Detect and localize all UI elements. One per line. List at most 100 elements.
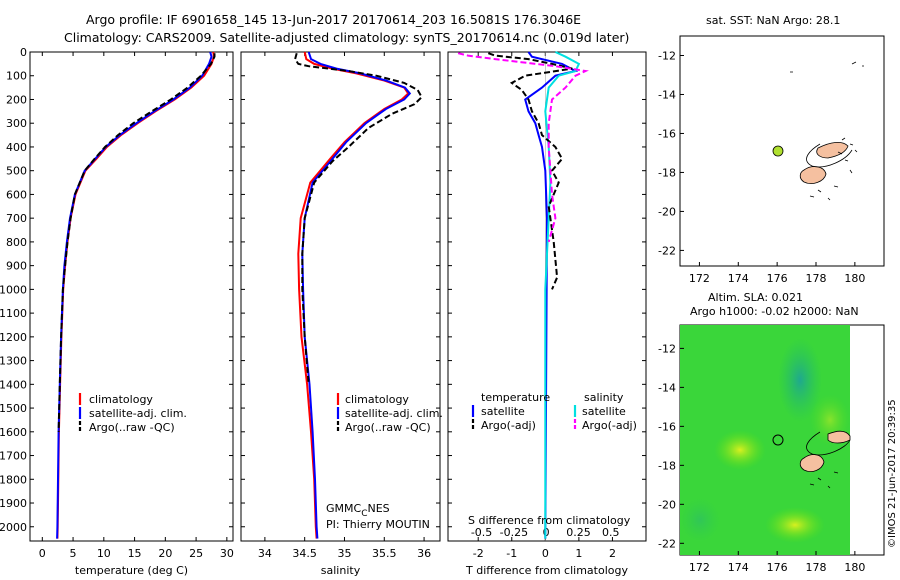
x-tick-label: 36 <box>417 547 431 560</box>
map-x-tick-label: 180 <box>844 272 865 285</box>
sst-map: sat. SST: NaN Argo: 28.1 172 174 176 178 180… <box>658 14 885 285</box>
x-tick-label: -2 <box>473 547 484 560</box>
y-tick-label: 900 <box>6 260 27 273</box>
y-tick-label: 2000 <box>0 521 27 534</box>
x-axis-label: T difference from climatology <box>465 564 628 577</box>
salinity-legend: climatology satellite-adj. clim. Argo(..… <box>336 393 443 434</box>
s-diff-title: S difference from climatology <box>468 514 631 527</box>
x-tick-label: 20 <box>158 547 172 560</box>
top-tick-label: 0.25 <box>566 526 591 539</box>
sla-map-ticks: 172 174 176 178 180 -12 -14 -16 -18 -20 -22 <box>658 342 865 574</box>
y-tick-label: 300 <box>6 117 27 130</box>
x-tick-label: -1 <box>506 547 517 560</box>
map-x-tick-label: 176 <box>767 272 788 285</box>
series-line <box>294 52 423 385</box>
legend3-argo-s: Argo(-adj) <box>582 419 637 432</box>
map-x-tick-label: 178 <box>806 561 827 574</box>
title-line2: Climatology: CARS2009. Satellite-adjuste… <box>64 30 629 45</box>
imos-stamp: ©IMOS 21-Jun-2017 20:39:35 <box>887 399 898 548</box>
legend3-sat-s: satellite <box>582 405 626 418</box>
credit-pi: PI: Thierry MOUTIN <box>326 518 430 531</box>
legend-argo-label: Argo(..raw -QC) <box>89 421 175 434</box>
sst-map-coast <box>790 61 864 201</box>
map-y-tick-label: -14 <box>658 88 676 101</box>
y-tick-label: 1900 <box>0 497 27 510</box>
x-axis-label: salinity <box>321 564 361 577</box>
y-tick-label: 1500 <box>0 402 27 415</box>
legend-sat-label: satellite-adj. clim. <box>89 407 187 420</box>
x-tick-label: 35 <box>337 547 351 560</box>
series-line <box>487 52 573 290</box>
legend2-argo-label: Argo(..raw -QC) <box>345 421 431 434</box>
map-x-tick-label: 178 <box>806 272 827 285</box>
series-line <box>524 51 579 539</box>
argo-position-ring <box>772 434 784 446</box>
x-tick-label: 0 <box>542 547 549 560</box>
x-tick-label: 15 <box>128 547 142 560</box>
map-x-tick-label: 172 <box>689 272 710 285</box>
map-x-tick-label: 174 <box>728 561 749 574</box>
sla-map-coast <box>799 430 851 489</box>
temperature-axes: 0 100 200 300 400 500 600 700 800 900 1000 1100 1200… <box>0 46 234 577</box>
legend2-sat-label: satellite-adj. clim. <box>345 407 443 420</box>
y-tick-label: 1200 <box>0 331 27 344</box>
x-tick-label: 30 <box>220 547 234 560</box>
y-tick-label: 700 <box>6 212 27 225</box>
map-x-tick-label: 174 <box>728 272 749 285</box>
x-tick-label: 34 <box>258 547 272 560</box>
map-y-tick-label: -16 <box>658 127 676 140</box>
map-x-tick-label: 180 <box>844 561 865 574</box>
y-tick-label: 1700 <box>0 450 27 463</box>
y-tick-label: 400 <box>6 141 27 154</box>
salinity-axes: 34 34.5 35 35.5 36 salinity <box>240 51 441 577</box>
argo-position-marker <box>772 145 784 157</box>
x-tick-label: 34.5 <box>292 547 317 560</box>
top-tick-label: 0.5 <box>602 526 620 539</box>
y-tick-label: 1000 <box>0 283 27 296</box>
legend3-temperature: temperature <box>481 391 550 404</box>
map-y-tick-label: -18 <box>658 166 676 179</box>
x-tick-label: 25 <box>189 547 203 560</box>
y-tick-label: 1800 <box>0 473 27 486</box>
y-tick-label: 1300 <box>0 355 27 368</box>
sla-map-title2: Argo h1000: -0.02 h2000: NaN <box>690 305 859 318</box>
x-tick-label: 10 <box>97 547 111 560</box>
y-tick-label: 200 <box>6 93 27 106</box>
legend3-argo-t: Argo(-adj) <box>481 419 536 432</box>
map-y-tick-label: -14 <box>658 381 676 394</box>
temperature-legend: climatology satellite-adj. clim. Argo(..… <box>78 393 187 434</box>
x-axis-label: temperature (deg C) <box>75 564 188 577</box>
plot-frame <box>240 51 441 542</box>
sla-map-title1: Altim. SLA: 0.021 <box>708 291 803 304</box>
map-y-tick-label: -12 <box>658 342 676 355</box>
series-line <box>57 53 216 432</box>
sst-map-ticks: 172 174 176 178 180 -12 -14 -16 -18 -20 -22 <box>658 49 865 285</box>
x-tick-label: 35.5 <box>372 547 397 560</box>
legend-clim-label: climatology <box>89 393 153 406</box>
y-tick-label: 1100 <box>0 307 27 320</box>
y-tick-label: 1400 <box>0 378 27 391</box>
map-y-tick-label: -16 <box>658 420 676 433</box>
map-y-tick-label: -20 <box>658 205 676 218</box>
legend3-sat-t: satellite <box>481 405 525 418</box>
legend3-salinity: salinity <box>584 391 624 404</box>
sla-map: Altim. SLA: 0.021 Argo h1000: -0.02 h200… <box>658 291 885 574</box>
top-tick-label: -0.5 <box>471 526 492 539</box>
x-tick-label: 0 <box>39 547 46 560</box>
y-tick-label: 500 <box>6 165 27 178</box>
map-y-tick-label: -22 <box>658 537 676 550</box>
y-tick-label: 800 <box>6 236 27 249</box>
y-tick-label: 600 <box>6 188 27 201</box>
y-tick-label: 1600 <box>0 426 27 439</box>
map-x-tick-label: 176 <box>767 561 788 574</box>
series-line <box>457 52 589 243</box>
map-y-tick-label: -20 <box>658 498 676 511</box>
map-x-tick-label: 172 <box>689 561 710 574</box>
title-line1: Argo profile: IF 6901658_145 13-Jun-2017… <box>86 12 581 27</box>
legend2-clim-label: climatology <box>345 393 409 406</box>
series-line <box>544 51 581 539</box>
x-tick-label: 2 <box>609 547 616 560</box>
y-tick-label: 100 <box>6 70 27 83</box>
x-tick-label: 5 <box>70 547 77 560</box>
